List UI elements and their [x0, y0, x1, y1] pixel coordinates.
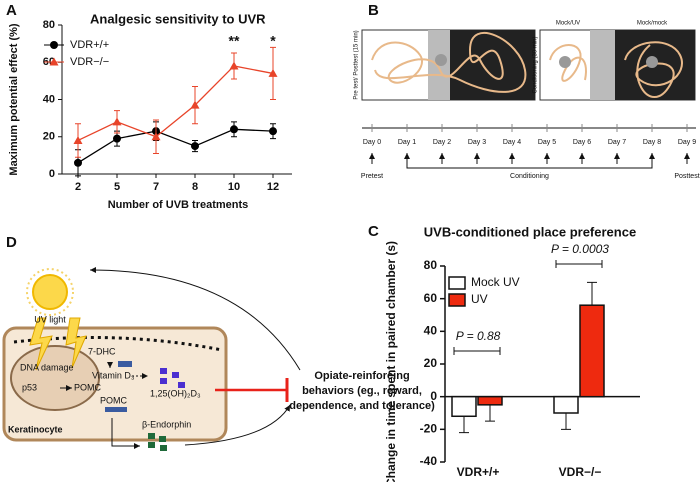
diagram-text: Keratinocyte: [8, 424, 63, 434]
chart-title: Analgesic sensitivity to UVR: [90, 11, 266, 26]
day-label: Day 5: [538, 139, 556, 146]
error-bar: [459, 416, 469, 434]
y-axis-label: Maximum potential effect (%): [8, 23, 20, 176]
x-tick-label: 2: [75, 181, 81, 193]
day-label: Day 1: [398, 139, 416, 146]
diagram-text: β-Endorphin: [142, 419, 191, 429]
marker: [230, 125, 238, 134]
outcome-text: dependence, and tolerance): [289, 400, 435, 412]
y-tick-label: 80: [43, 19, 55, 31]
chamber-box: [361, 29, 536, 101]
x-tick-label: 7: [153, 181, 159, 193]
bracket: [453, 347, 501, 355]
marker: [74, 158, 82, 167]
y-tick-label: 0: [430, 389, 437, 403]
x-tick-label: 10: [228, 181, 240, 193]
phase-label: Pretest: [361, 173, 383, 180]
diagram-text: p53: [22, 382, 37, 392]
diagram-text: DNA damage: [20, 362, 74, 372]
error-bar: [485, 404, 495, 422]
diagram-text: 1,25(OH)₂D₃: [150, 388, 201, 398]
chamber-title: Mock/UV: [556, 21, 580, 27]
annotation: *: [270, 33, 276, 49]
bracket: [555, 260, 603, 268]
bar: [451, 395, 477, 418]
legend-swatch: [448, 276, 466, 290]
legend-label: VDR−/−: [70, 56, 109, 68]
panel-label: A: [6, 2, 17, 19]
phase-label: Conditioning: [510, 173, 549, 180]
day-label: Day 6: [573, 139, 591, 146]
day-label: Day 9: [678, 139, 696, 146]
x-axis-label: Number of UVB treatments: [108, 199, 249, 211]
marker: [269, 127, 277, 136]
marker: [73, 135, 83, 144]
error-bar: [561, 413, 571, 430]
x-tick-label: VDR+/+: [457, 465, 500, 479]
marker: [113, 134, 121, 143]
diagram-text: 7-DHC: [88, 346, 116, 356]
day-label: Day 3: [468, 139, 486, 146]
x-tick-label: 5: [114, 181, 120, 193]
bracket: [406, 164, 653, 169]
chamber-box: [539, 29, 696, 101]
bar: [579, 304, 605, 398]
phase-label: Posttest: [674, 173, 699, 180]
y-tick-label: 40: [424, 324, 438, 338]
marker: [151, 132, 161, 141]
box-label: Conditioning (30 min): [533, 36, 539, 93]
legend-label: UV: [471, 292, 488, 306]
box-label: Pre test/ Posttest (15 min): [354, 30, 360, 99]
bar: [477, 395, 503, 406]
series-line: [77, 128, 274, 164]
y-tick-label: 40: [43, 93, 55, 105]
marker: [190, 100, 200, 109]
panel-label: B: [368, 2, 379, 19]
x-tick-label: 8: [192, 181, 198, 193]
y-tick-label: -20: [420, 422, 438, 436]
marker: [191, 142, 199, 151]
y-tick-label: 80: [424, 258, 438, 272]
y-axis-label: Change in time spent in paired chamber (…: [384, 241, 398, 482]
y-tick-label: 20: [43, 131, 55, 143]
marker: [268, 68, 278, 77]
timeline: Day 0 Day 1 Day 2 Day 3 Day 4 Day 5 Day 6 Day 7…: [361, 124, 700, 180]
diagram-text: POMC: [74, 382, 102, 392]
annotation: P = 0.0003: [551, 242, 609, 256]
error-bar: [587, 281, 597, 306]
x-tick-label: 12: [267, 181, 279, 193]
legend-swatch: [448, 293, 466, 307]
day-label: Day 2: [433, 139, 451, 146]
day-label: Day 7: [608, 139, 626, 146]
x-tick-label: VDR−/−: [559, 465, 602, 479]
y-tick-label: 20: [424, 356, 438, 370]
annotation: P = 0.88: [456, 329, 501, 343]
legend-label: VDR+/+: [70, 39, 109, 51]
panel-label: C: [368, 223, 379, 240]
bar: [553, 395, 579, 414]
y-tick-label: 60: [424, 291, 438, 305]
day-label: Day 0: [363, 139, 381, 146]
annotation: **: [229, 33, 240, 49]
diagram-text: POMC: [100, 395, 128, 405]
marker: [50, 41, 58, 49]
chamber-title: Mock/mock: [637, 21, 668, 27]
panel-label: D: [6, 234, 17, 251]
marker: [112, 117, 122, 126]
day-label: Day 4: [503, 139, 521, 146]
day-label: Day 8: [643, 139, 661, 146]
legend-label: Mock UV: [471, 275, 520, 289]
diagram-text: Vitamin D₃: [92, 370, 135, 380]
outcome-text: behaviors (eg., reward,: [302, 385, 422, 397]
series-line: [77, 65, 274, 142]
outcome-text: Opiate-reinforcing: [314, 370, 409, 382]
y-tick-label: -40: [420, 454, 438, 468]
marker: [49, 57, 59, 66]
cell-illustration: [2, 267, 301, 451]
diagram-text: UV light: [34, 314, 66, 324]
y-tick-label: 0: [49, 168, 55, 180]
chart-title: UVB-conditioned place preference: [424, 224, 636, 239]
marker: [229, 61, 239, 70]
